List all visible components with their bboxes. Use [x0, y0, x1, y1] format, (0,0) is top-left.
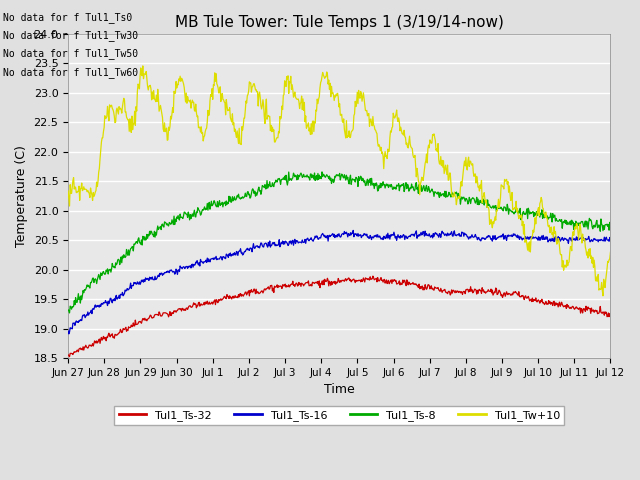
- Title: MB Tule Tower: Tule Temps 1 (3/19/14-now): MB Tule Tower: Tule Temps 1 (3/19/14-now…: [175, 15, 504, 30]
- X-axis label: Time: Time: [324, 383, 355, 396]
- Y-axis label: Temperature (C): Temperature (C): [15, 145, 28, 247]
- Text: No data for f Tul1_Tw60: No data for f Tul1_Tw60: [3, 67, 138, 78]
- Legend: Tul1_Ts-32, Tul1_Ts-16, Tul1_Ts-8, Tul1_Tw+10: Tul1_Ts-32, Tul1_Ts-16, Tul1_Ts-8, Tul1_…: [114, 406, 564, 425]
- Text: No data for f Tul1_Ts0: No data for f Tul1_Ts0: [3, 12, 132, 23]
- Text: No data for f Tul1_Tw50: No data for f Tul1_Tw50: [3, 48, 138, 60]
- Text: No data for f Tul1_Tw30: No data for f Tul1_Tw30: [3, 30, 138, 41]
